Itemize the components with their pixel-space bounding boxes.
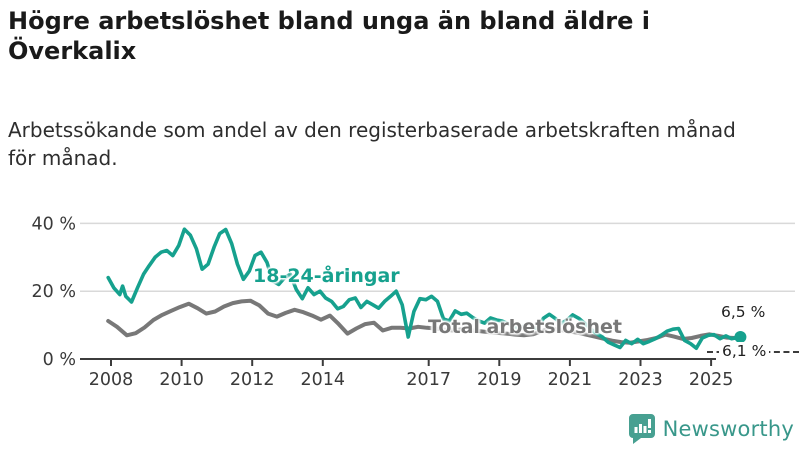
page-title-line-1: Högre arbetslöshet bland unga än bland ä… xyxy=(8,7,650,35)
series-label-total: Total arbetslöshet xyxy=(428,316,622,338)
page-title-line-2: Överkalix xyxy=(8,37,137,65)
y-axis-label-40: 40 % xyxy=(32,214,76,234)
y-axis-label-0: 0 % xyxy=(43,350,76,370)
x-axis-label-2019: 2019 xyxy=(477,370,522,390)
series-label-youth: 18-24-åringar xyxy=(253,265,400,287)
x-axis-label-2023: 2023 xyxy=(618,370,663,390)
bar-chart-speech-bubble-icon xyxy=(628,414,655,444)
end-value-label-total: 6,1 % xyxy=(719,342,770,360)
x-axis-label-2008: 2008 xyxy=(89,370,134,390)
x-axis-label-2025: 2025 xyxy=(689,370,734,390)
page-subtitle-line-2: för månad. xyxy=(8,146,118,170)
unemployment-line-chart: 2008 2010 2012 2014 2017 2019 2021 2023 2025 0 % 2… xyxy=(32,214,795,390)
y-axis-label-20: 20 % xyxy=(32,282,76,302)
page-subtitle: Arbetssökande som andel av den registerb… xyxy=(8,116,800,172)
x-axis-label-2014: 2014 xyxy=(301,370,346,390)
x-axis-label-2017: 2017 xyxy=(406,370,451,390)
page-subtitle-line-1: Arbetssökande som andel av den registerb… xyxy=(8,118,736,142)
series-line-total xyxy=(106,298,743,345)
x-axis-label-2012: 2012 xyxy=(230,370,275,390)
newsworthy-logo-text: Newsworthy xyxy=(662,416,794,441)
x-axis-label-2021: 2021 xyxy=(548,370,593,390)
newsworthy-logo: Newsworthy xyxy=(628,413,794,444)
page-title: Högre arbetslöshet bland unga än bland ä… xyxy=(8,6,728,66)
x-axis-label-2010: 2010 xyxy=(159,370,204,390)
series-end-dot-youth xyxy=(734,330,747,343)
end-value-label-youth: 6,5 % xyxy=(721,303,766,321)
series-line-youth xyxy=(106,227,743,350)
